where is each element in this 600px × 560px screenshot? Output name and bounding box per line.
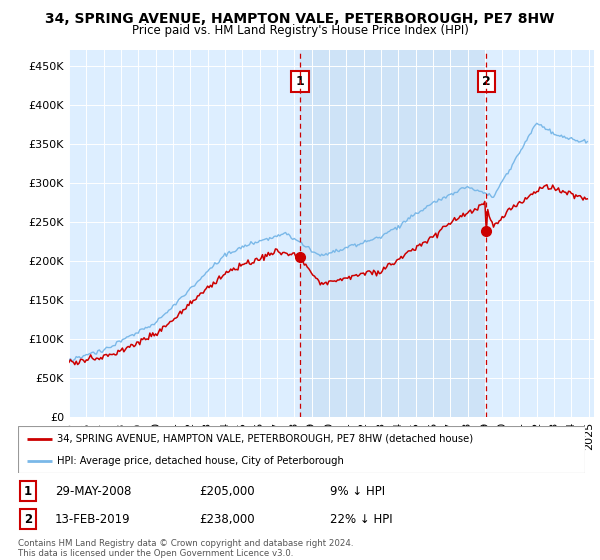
Text: Contains HM Land Registry data © Crown copyright and database right 2024.
This d: Contains HM Land Registry data © Crown c… (18, 539, 353, 558)
Text: 22% ↓ HPI: 22% ↓ HPI (330, 512, 392, 526)
Text: 34, SPRING AVENUE, HAMPTON VALE, PETERBOROUGH, PE7 8HW (detached house): 34, SPRING AVENUE, HAMPTON VALE, PETERBO… (56, 434, 473, 444)
Text: 1: 1 (24, 484, 32, 498)
Text: 34, SPRING AVENUE, HAMPTON VALE, PETERBOROUGH, PE7 8HW: 34, SPRING AVENUE, HAMPTON VALE, PETERBO… (46, 12, 554, 26)
Text: 13-FEB-2019: 13-FEB-2019 (55, 512, 130, 526)
Text: Price paid vs. HM Land Registry's House Price Index (HPI): Price paid vs. HM Land Registry's House … (131, 24, 469, 36)
Text: 9% ↓ HPI: 9% ↓ HPI (330, 484, 385, 498)
Text: HPI: Average price, detached house, City of Peterborough: HPI: Average price, detached house, City… (56, 456, 343, 466)
Text: 29-MAY-2008: 29-MAY-2008 (55, 484, 131, 498)
Bar (300, 50, 486, 417)
Text: £238,000: £238,000 (199, 512, 255, 526)
Text: 2: 2 (24, 512, 32, 526)
Text: 2: 2 (482, 75, 491, 88)
FancyBboxPatch shape (18, 426, 585, 473)
Text: £205,000: £205,000 (199, 484, 255, 498)
Text: 1: 1 (296, 75, 304, 88)
